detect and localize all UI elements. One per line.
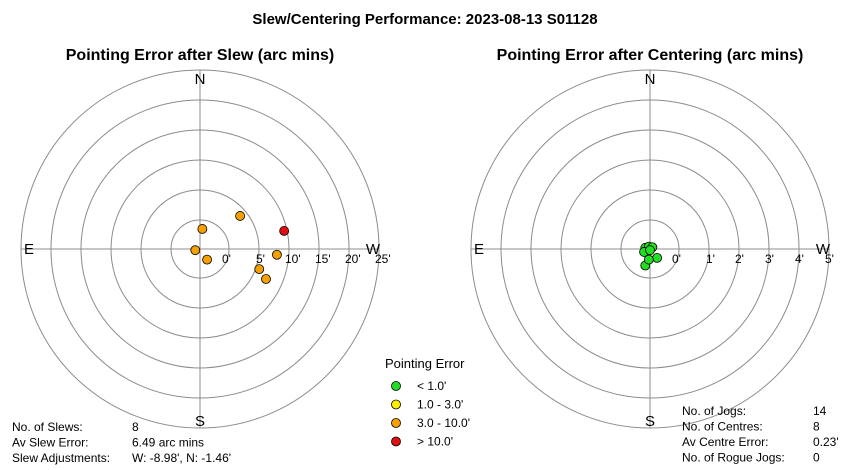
legend-swatch bbox=[391, 399, 401, 410]
ring-tick-label: 20' bbox=[345, 252, 361, 266]
legend-label: < 1.0' bbox=[417, 379, 446, 393]
slew-east-label: E bbox=[24, 241, 34, 258]
stat-value: 8 bbox=[132, 420, 139, 434]
slew-north-label: N bbox=[195, 71, 206, 88]
error-point bbox=[190, 245, 201, 256]
legend-label: 1.0 - 3.0' bbox=[417, 398, 463, 412]
figure-title: Slew/Centering Performance: 2023-08-13 S… bbox=[252, 11, 597, 28]
ring-tick-label: 0' bbox=[672, 252, 681, 266]
stat-label: No. of Centres: bbox=[682, 420, 763, 434]
stat-label: No. of Rogue Jogs: bbox=[682, 451, 785, 465]
legend-label: > 10.0' bbox=[417, 435, 453, 449]
centre-stats-panel: No. of Jogs: 14 No. of Centres: 8 Av Centre … bbox=[682, 404, 839, 465]
stat-label: No. of Jogs: bbox=[682, 404, 746, 418]
slew-error-plot: Pointing Error after Slew (arc mins) 0' 5… bbox=[20, 47, 391, 430]
legend-swatch bbox=[391, 418, 401, 428]
ring-tick-label: 4' bbox=[795, 252, 804, 266]
stat-label: No. of Slews: bbox=[12, 420, 83, 434]
error-point bbox=[643, 254, 654, 265]
slew-stats-panel: No. of Slews: 8 Av Slew Error: 6.49 arc min… bbox=[12, 420, 231, 465]
stat-value: W: -8.98', N: -1.46' bbox=[132, 451, 231, 465]
ring-tick-label: 25' bbox=[375, 252, 391, 266]
ring-tick-label: 3' bbox=[765, 252, 774, 266]
centering-error-plot: Pointing Error after Centering (arc mins… bbox=[470, 47, 834, 430]
error-point bbox=[645, 245, 655, 256]
stat-label: Av Slew Error: bbox=[12, 436, 88, 450]
slew-plot-title: Pointing Error after Slew (arc mins) bbox=[66, 47, 335, 64]
error-point bbox=[254, 264, 265, 275]
centering-west-label: W bbox=[816, 241, 831, 258]
error-point bbox=[652, 252, 662, 263]
centering-plot-title: Pointing Error after Centering (arc mins… bbox=[497, 47, 804, 64]
pointing-error-legend: Pointing Error < 1.0' 1.0 - 3.0' 3.0 - 10.… bbox=[385, 356, 470, 449]
centering-north-label: N bbox=[645, 71, 656, 88]
error-point bbox=[235, 211, 246, 221]
ring-tick-label: 10' bbox=[285, 252, 301, 266]
error-point bbox=[272, 249, 282, 260]
error-point bbox=[279, 226, 290, 236]
centering-polar-grid: 0' 1' 2' 3' 4' 5' bbox=[470, 69, 834, 429]
stat-value: 8 bbox=[813, 420, 820, 434]
legend-label: 3.0 - 10.0' bbox=[417, 416, 470, 430]
legend-swatch bbox=[391, 381, 401, 391]
slew-south-label: S bbox=[195, 413, 205, 430]
centering-east-label: E bbox=[474, 241, 484, 258]
ring-tick-label: 1' bbox=[706, 252, 715, 266]
legend-swatch bbox=[391, 436, 401, 447]
slew-polar-grid: 0' 5' 10' 15' 20' 25' bbox=[20, 69, 391, 429]
stat-value: 14 bbox=[813, 404, 827, 418]
legend-title: Pointing Error bbox=[385, 356, 465, 371]
slew-west-label: W bbox=[366, 241, 381, 258]
error-point bbox=[261, 274, 271, 284]
error-point bbox=[202, 254, 212, 265]
stat-value: 0 bbox=[813, 451, 820, 465]
stat-value: 6.49 arc mins bbox=[132, 436, 204, 450]
stat-label: Av Centre Error: bbox=[682, 435, 768, 449]
error-point bbox=[197, 224, 208, 234]
ring-tick-label: 15' bbox=[315, 252, 331, 266]
centering-south-label: S bbox=[645, 413, 655, 430]
ring-tick-label: 5' bbox=[256, 252, 265, 266]
stat-label: Slew Adjustments: bbox=[12, 451, 110, 465]
ring-tick-label: 2' bbox=[735, 252, 744, 266]
ring-tick-label: 5' bbox=[825, 252, 834, 266]
ring-tick-label: 0' bbox=[222, 252, 231, 266]
stat-value: 0.23' bbox=[813, 435, 839, 449]
